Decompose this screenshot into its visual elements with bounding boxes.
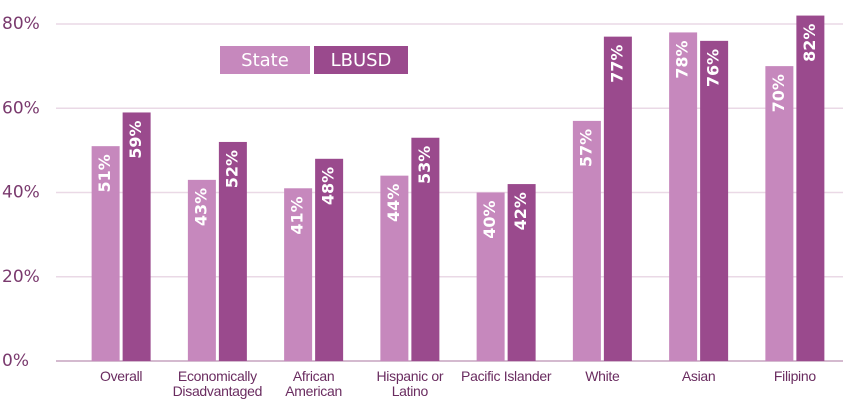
bar — [765, 66, 794, 361]
x-tick-label: White — [585, 368, 620, 384]
x-tick-label: Pacific Islander — [461, 368, 552, 384]
x-tick-label: Filipino — [773, 368, 816, 384]
value-label: 42% — [511, 192, 530, 230]
legend-swatch — [220, 46, 310, 74]
bar — [91, 146, 120, 361]
value-label: 57% — [576, 129, 595, 167]
value-label: 48% — [319, 167, 338, 205]
y-tick-label: 0% — [2, 351, 29, 371]
bar — [122, 112, 151, 362]
legend-swatch — [314, 46, 408, 74]
bar — [476, 192, 505, 361]
value-label: 59% — [126, 120, 145, 158]
bar — [218, 141, 247, 361]
bar — [284, 188, 313, 361]
bar — [700, 40, 729, 361]
bar — [507, 184, 536, 361]
x-tick-label: Hispanic or Latino — [376, 368, 444, 399]
legend-label: State — [241, 50, 289, 71]
x-tick-label: Asian — [681, 368, 716, 384]
bar — [603, 36, 632, 361]
x-tick-label: Overall — [100, 368, 143, 384]
value-label: 44% — [384, 184, 403, 222]
legend-label: LBUSD — [331, 50, 392, 71]
value-label: 52% — [222, 150, 241, 188]
value-label: 43% — [191, 188, 210, 226]
value-label: 51% — [95, 154, 114, 192]
value-label: 76% — [704, 49, 723, 87]
bar — [572, 120, 601, 361]
bar — [380, 175, 409, 361]
bar — [187, 179, 216, 361]
y-tick-label: 60% — [2, 98, 40, 118]
bar — [411, 137, 440, 361]
bar — [669, 32, 698, 362]
value-label: 78% — [673, 40, 692, 78]
value-label: 77% — [607, 45, 626, 83]
x-tick-label: African American — [285, 368, 342, 399]
value-label: 41% — [288, 196, 307, 234]
legend-item: State — [220, 46, 310, 74]
bar — [315, 158, 344, 361]
legend-item: LBUSD — [314, 46, 408, 74]
value-label: 70% — [769, 74, 788, 112]
value-label: 82% — [800, 24, 819, 62]
x-tick-label: Economically Disadvantaged — [172, 368, 263, 399]
y-tick-label: 80% — [2, 14, 40, 34]
bar — [796, 15, 825, 361]
value-label: 53% — [415, 146, 434, 184]
value-label: 40% — [480, 201, 499, 239]
y-tick-label: 40% — [2, 183, 40, 203]
y-tick-label: 20% — [2, 267, 40, 287]
